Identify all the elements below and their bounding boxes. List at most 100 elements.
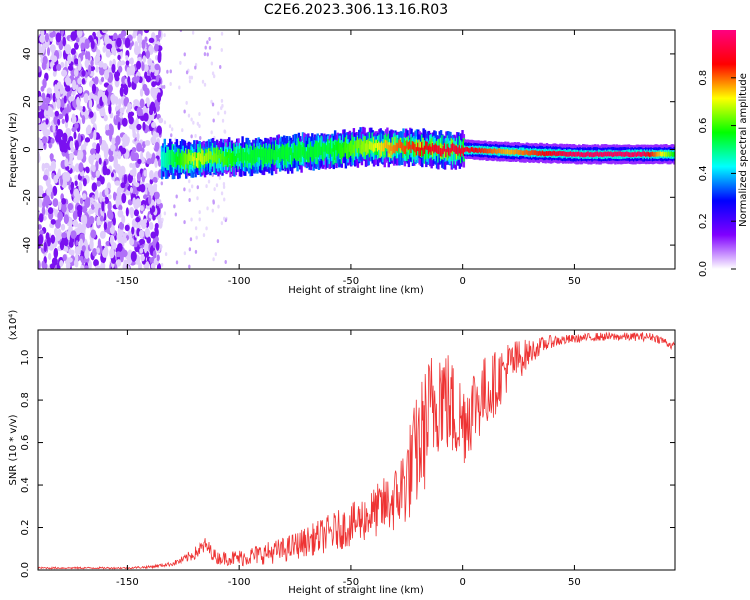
noise-speckle	[128, 206, 135, 216]
ridge-cell	[383, 142, 386, 152]
noise-speckle	[181, 128, 184, 133]
ridge-cell	[323, 143, 326, 152]
ridge-cell	[387, 144, 390, 154]
ridge-cell	[645, 152, 648, 158]
noise-speckle	[139, 98, 145, 109]
ridge-cell	[214, 153, 217, 162]
noise-speckle	[154, 158, 158, 168]
y-tick-label: 0.6	[20, 435, 31, 451]
noise-speckle	[154, 222, 159, 230]
noise-speckle	[220, 191, 224, 196]
ridge-cell	[423, 145, 427, 155]
noise-speckle	[59, 260, 64, 267]
noise-speckle	[39, 34, 46, 43]
ridge-cell	[569, 151, 573, 156]
noise-speckle	[188, 247, 192, 252]
ridge-cell	[190, 155, 193, 164]
ridge-cell	[465, 146, 468, 152]
ridge-cell	[323, 145, 326, 162]
ridge-cell	[486, 148, 490, 154]
noise-speckle	[156, 263, 162, 269]
ridge-cell	[400, 142, 404, 151]
noise-speckle	[118, 221, 125, 230]
ridge-cell	[262, 147, 266, 157]
noise-speckle	[154, 141, 160, 151]
ridge-cell	[355, 141, 358, 157]
ridge-cell	[458, 145, 462, 154]
ridge-cell	[360, 144, 364, 154]
noise-speckle	[143, 112, 149, 122]
noise-speckle	[212, 257, 215, 262]
ridge-cell	[616, 151, 620, 157]
ridge-cell	[599, 151, 602, 157]
ridge-cell	[576, 151, 580, 157]
ridge-cell	[171, 149, 175, 166]
ridge-cell	[375, 139, 378, 148]
ridge-cell	[455, 145, 459, 154]
noise-speckle	[74, 180, 78, 187]
x-tick-label: -50	[343, 577, 359, 588]
noise-speckle	[105, 50, 111, 58]
ridge-cell	[647, 151, 651, 157]
colorbar-tick-label: 0.0	[698, 261, 709, 277]
noise-speckle	[132, 177, 136, 186]
noise-speckle	[139, 248, 144, 254]
x-tick-label: -150	[116, 276, 139, 287]
x-tick-label: -100	[228, 577, 251, 588]
noise-speckle	[38, 260, 41, 269]
noise-speckle	[192, 120, 195, 125]
ridge-cell	[260, 147, 263, 157]
noise-speckle	[38, 234, 44, 245]
noise-speckle	[80, 42, 85, 51]
noise-speckle	[179, 30, 183, 33]
noise-speckle	[60, 223, 66, 231]
ridge-cell	[187, 156, 191, 165]
ridge-cell	[311, 150, 314, 159]
noise-speckle	[50, 191, 54, 200]
noise-speckle	[168, 124, 172, 129]
noise-speckle	[82, 105, 86, 113]
noise-speckle	[82, 177, 87, 187]
noise-speckle	[73, 188, 80, 198]
ridge-cell	[579, 152, 582, 158]
ridge-cell	[328, 147, 331, 156]
noise-speckle	[106, 38, 113, 45]
ridge-cell	[478, 147, 482, 153]
noise-speckle	[46, 46, 51, 56]
ridge-cell	[639, 151, 643, 157]
ridge-cell	[532, 150, 535, 156]
ridge-cell	[462, 147, 466, 156]
noise-speckle	[108, 104, 112, 115]
noise-speckle	[160, 181, 164, 186]
noise-speckle	[198, 210, 201, 215]
ridge-cell	[292, 142, 295, 158]
ridge-cell	[230, 153, 234, 163]
ridge-cell	[536, 151, 539, 156]
noise-speckle	[223, 110, 227, 115]
noise-speckle	[117, 54, 121, 61]
noise-speckle	[121, 193, 127, 204]
ridge-cell	[337, 145, 341, 154]
colorbar-tick-label: 0.8	[698, 70, 709, 86]
ridge-cell	[577, 151, 581, 157]
noise-speckle	[145, 228, 150, 238]
noise-speckle	[38, 66, 41, 73]
noise-speckle	[57, 113, 64, 120]
ridge-cell	[430, 138, 433, 154]
ridge-cell	[276, 151, 279, 160]
ridge-cell	[445, 148, 448, 158]
noise-speckle	[108, 155, 114, 162]
ridge-cell	[248, 154, 251, 163]
noise-speckle	[48, 252, 52, 261]
colorbar-ticks: 0.0 0.2 0.4 0.6 0.8	[698, 70, 736, 277]
noise-speckle	[149, 186, 155, 197]
noise-speckle	[131, 226, 135, 235]
noise-speckle	[142, 194, 148, 200]
noise-speckle	[96, 142, 101, 154]
ridge-cell	[186, 155, 189, 164]
noise-speckle	[148, 222, 154, 230]
noise-speckle	[190, 134, 193, 139]
noise-speckle	[206, 206, 209, 211]
ridge-cell	[286, 142, 290, 158]
noise-speckle	[43, 109, 47, 118]
